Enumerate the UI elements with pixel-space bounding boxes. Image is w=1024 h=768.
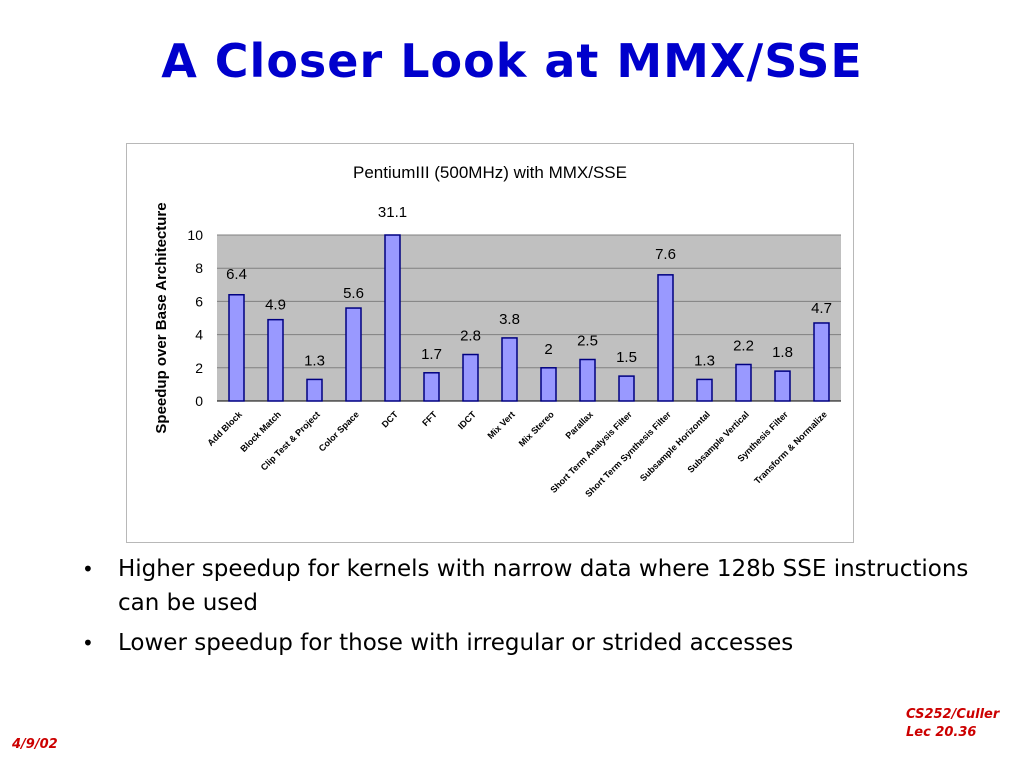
data-label: 4.7 [811, 300, 832, 317]
bar [384, 234, 401, 402]
footer-lecture: Lec 20.36 [906, 725, 977, 740]
x-tick-label: Short Term Analysis Filter [548, 409, 634, 495]
x-tick-label: FFT [420, 409, 439, 428]
x-tick-label: Parallax [563, 409, 594, 440]
slide-title: A Closer Look at MMX/SSE [161, 34, 863, 88]
data-label: 1.7 [421, 346, 442, 363]
y-tick-label: 2 [195, 360, 203, 376]
data-label: 6.4 [226, 266, 247, 283]
bar-chart: 0 2 4 6 8 10 PentiumIII (500MHz) with MMX/SSE S… [153, 163, 841, 499]
bar [618, 375, 635, 402]
y-axis-label: Speedup over Base Architecture [153, 202, 170, 433]
data-label: 31.1 [378, 204, 407, 221]
data-label: 7.6 [655, 246, 676, 263]
data-label: 1.3 [694, 352, 715, 369]
bullet-item: • Lower speedup for those with irregular… [80, 626, 980, 660]
y-tick-label: 10 [187, 227, 203, 243]
y-tick-label: 0 [195, 393, 203, 409]
y-tick-label: 6 [195, 293, 203, 309]
footer-course: CS252/Culler [906, 707, 1000, 722]
bullet-text: Lower speedup for those with irregular o… [118, 630, 794, 656]
bar [423, 372, 440, 402]
x-tick-label: Subsample Horizontal [638, 409, 712, 483]
data-label: 1.3 [304, 352, 325, 369]
x-tick-label: Add Block [205, 409, 244, 448]
bullet-item: • Higher speedup for kernels with narrow… [80, 552, 980, 620]
bar [306, 378, 323, 402]
x-tick-label: DCT [380, 409, 401, 430]
bullet-text: Higher speedup for kernels with narrow d… [118, 556, 969, 616]
x-tick-label: Color Space [317, 409, 361, 453]
data-label: 2 [544, 341, 552, 358]
bar [228, 294, 245, 402]
data-label: 2.2 [733, 337, 754, 354]
bar [657, 274, 674, 402]
chart-title: PentiumIII (500MHz) with MMX/SSE [353, 163, 627, 182]
bar [540, 367, 557, 402]
bullet-dot-icon: • [82, 631, 94, 655]
bar [696, 378, 713, 402]
data-label: 2.5 [577, 333, 598, 350]
bar [345, 307, 362, 402]
bar [501, 337, 518, 402]
bullet-dot-icon: • [82, 557, 94, 581]
bullet-list: • Higher speedup for kernels with narrow… [80, 552, 980, 666]
bar [813, 322, 830, 402]
bar [735, 363, 752, 402]
bar [267, 318, 284, 402]
x-tick-label: IDCT [456, 409, 478, 431]
data-label: 1.8 [772, 344, 793, 361]
x-tick-label: Transform & Normalize [752, 409, 829, 486]
data-label: 3.8 [499, 311, 520, 328]
data-label: 5.6 [343, 285, 364, 302]
chart-container: 0 2 4 6 8 10 PentiumIII (500MHz) with MMX/SSE S… [126, 143, 854, 543]
footer-date: 4/9/02 [12, 737, 58, 752]
data-label: 1.5 [616, 349, 637, 366]
y-tick-label: 8 [195, 260, 203, 276]
y-tick-label: 4 [195, 327, 203, 343]
data-label: 4.9 [265, 297, 286, 314]
bar [774, 370, 791, 402]
footer-course-info: CS252/Culler Lec 20.36 [906, 706, 1016, 742]
bar [462, 353, 479, 402]
bar [579, 358, 596, 402]
data-label: 2.8 [460, 328, 481, 345]
x-tick-label: Mix Vert [485, 409, 516, 440]
x-tick-label: Mix Stereo [517, 409, 557, 449]
